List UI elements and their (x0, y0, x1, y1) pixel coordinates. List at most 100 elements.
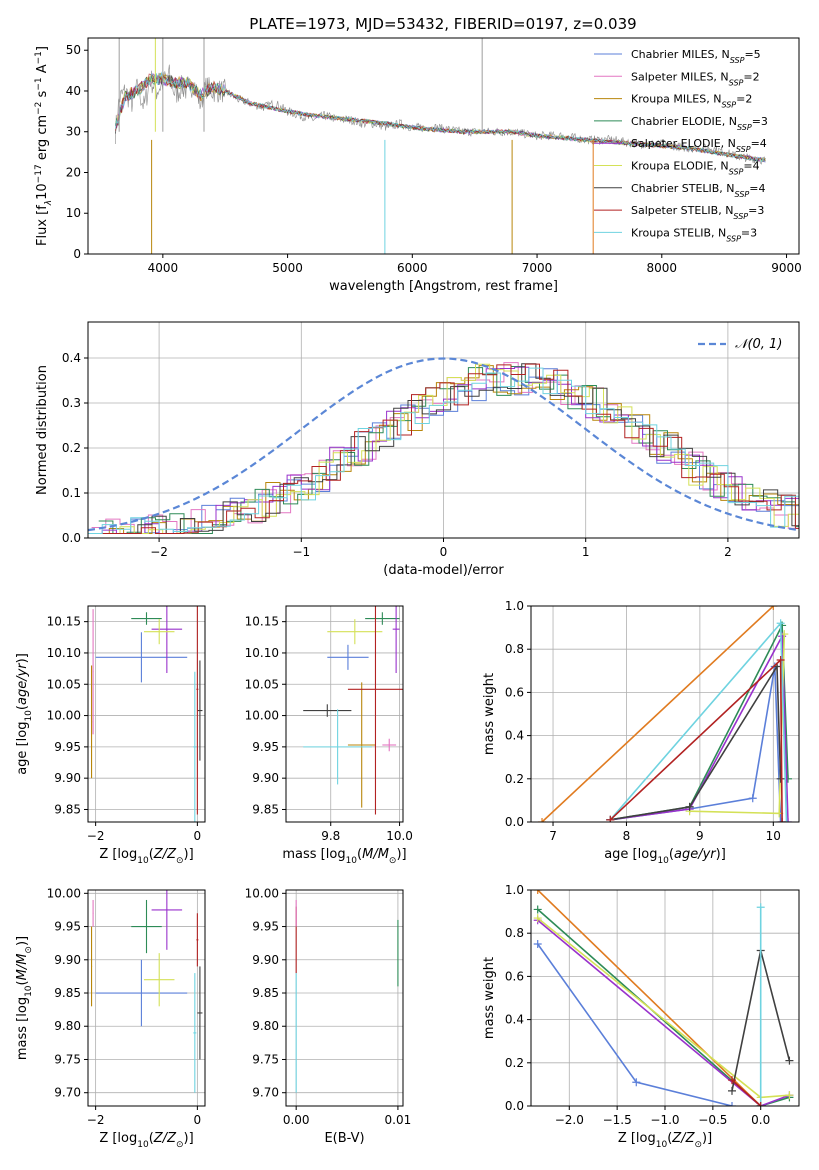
grid (88, 606, 205, 822)
errorbar-point (143, 953, 175, 1007)
y-tick-label: 0.4 (505, 1013, 524, 1027)
y-tick-label: 10.10 (47, 646, 81, 660)
x-tick-label: 10.0 (386, 829, 413, 843)
mass-weight-marker (756, 903, 765, 912)
mass-weight-marker (785, 1056, 794, 1065)
model-spectrum (115, 71, 766, 163)
errorbar-point (347, 682, 376, 808)
y-tick-label: 9.95 (54, 920, 81, 934)
y-tick-label: 10.10 (245, 646, 279, 660)
figure-title: PLATE=1973, MJD=53432, FIBERID=0197, z=0… (249, 15, 636, 33)
legend-entry: Kroupa MILES, NSSP=2 (631, 93, 752, 110)
panel-spectrum: 4000 5000 6000 7000 8000 9000 0 10 20 30 40 50 wavel… (34, 37, 802, 294)
errorbar-point (131, 612, 162, 625)
errorbar-point (91, 926, 93, 1007)
y-tick-label: 9.80 (54, 1019, 81, 1033)
legend-entry: Salpeter STELIB, NSSP=3 (631, 204, 764, 221)
errorbar-point (95, 632, 188, 683)
x-tick-label: 2 (724, 545, 732, 559)
plot-area (538, 606, 792, 822)
x-tick-label: 7000 (522, 261, 553, 275)
x-axis-label: mass [log10(M/M⊙)] (282, 847, 406, 866)
y-axis-label: age [log10(age/yr)] (15, 653, 34, 775)
y-tick-label: 10.00 (245, 886, 279, 900)
x-tick-label: 9 (696, 829, 704, 843)
y-tick-label: 0.0 (505, 815, 524, 829)
x-tick-label: 0.01 (385, 1113, 412, 1127)
y-axis-label: Flux [fλ10−17 erg cm−2 s−1 A−1] (34, 46, 54, 246)
errorbar-point (95, 959, 188, 1027)
mass-weight-marker (632, 1078, 641, 1087)
errorbar-point (151, 606, 183, 673)
y-tick-label: 9.95 (252, 740, 279, 754)
mass-weight-marker (728, 1086, 736, 1095)
x-axis-label: age [log10(age/yr)] (604, 847, 726, 866)
y-tick-label: 9.85 (54, 986, 81, 1000)
y-tick-label: 0 (73, 247, 81, 261)
mass-weight-line (537, 919, 790, 1106)
errorbar-point (91, 665, 93, 779)
x-tick-label: −1.5 (603, 1113, 632, 1127)
y-tick-label: 9.85 (54, 802, 81, 816)
axes-frame (87, 321, 800, 539)
errorbar-point (365, 612, 400, 625)
grid (88, 322, 799, 539)
plot-area (115, 38, 766, 254)
y-tick-label: 30 (66, 125, 81, 139)
x-tick-label: 4000 (148, 261, 179, 275)
plot-area (533, 890, 794, 1106)
y-tick-label: 9.85 (252, 802, 279, 816)
y-tick-label: 0.3 (62, 396, 81, 410)
mass-weight-line (610, 633, 789, 822)
panel-mass-vs-Z: −2 0 9.70 9.75 9.80 9.85 9.90 9.95 10.00 Z [log10… (15, 886, 206, 1150)
mass-weight-marker (685, 802, 694, 811)
axes-frame (87, 605, 206, 823)
panel-mass-weight-vs-Z: −2.0 −1.5 −1.0 −0.5 0.0 0.0 0.2 0.4 0.6 0.8 1.0 Z [… (482, 883, 800, 1150)
legend-entry: Chabrier MILES, NSSP=5 (631, 48, 761, 65)
legend-entry: Chabrier STELIB, NSSP=4 (631, 182, 765, 199)
axes-frame (285, 605, 404, 823)
plot-area (88, 357, 799, 534)
y-tick-label: 10.00 (47, 709, 81, 723)
axes-frame (87, 37, 800, 255)
x-axis-label: Z [log10(Z/Z⊙)] (99, 847, 193, 866)
y-tick-label: 9.90 (252, 953, 279, 967)
x-tick-label: −1.0 (650, 1113, 679, 1127)
mass-weight-marker (776, 818, 785, 822)
model-spectrum (115, 74, 766, 162)
errorbar-point (92, 609, 94, 735)
x-tick-label: 9000 (771, 261, 802, 275)
y-tick-label: 10.00 (47, 886, 81, 900)
y-tick-label: 9.90 (54, 953, 81, 967)
legend-entry: Salpeter ELODIE, NSSP=4 (631, 137, 767, 154)
y-tick-label: 9.70 (54, 1086, 81, 1100)
mass-weight-line (541, 606, 774, 822)
panels: 4000 5000 6000 7000 8000 900001020304050wavel… (15, 37, 802, 1150)
x-tick-label: 0 (194, 829, 202, 843)
errorbar-point (197, 660, 203, 761)
plot-area (91, 606, 203, 822)
y-tick-label: 10.05 (245, 677, 279, 691)
mass-weight-marker (782, 818, 791, 822)
mass-weight-marker (756, 1102, 765, 1106)
mass-weight-marker (783, 818, 792, 822)
x-axis-label: Z [log10(Z/Z⊙)] (618, 1131, 712, 1150)
y-tick-label: 1.0 (505, 599, 524, 613)
legend-entry: Salpeter MILES, NSSP=2 (631, 70, 760, 87)
residual-histogram (91, 363, 799, 534)
plot-area (91, 890, 203, 1093)
x-tick-label: −2 (87, 1113, 105, 1127)
x-tick-label: −2 (87, 829, 105, 843)
grid (286, 606, 403, 822)
y-tick-label: 9.95 (54, 740, 81, 754)
residual-histogram (88, 368, 799, 534)
mass-weight-line (610, 663, 782, 821)
y-tick-label: 0.2 (505, 1056, 524, 1070)
errorbar-point (196, 913, 199, 967)
y-tick-label: 0.4 (505, 729, 524, 743)
y-axis-label: mass [log10(M/M⊙)] (15, 936, 34, 1060)
y-tick-label: 10.15 (245, 615, 279, 629)
y-tick-label: 10.15 (47, 615, 81, 629)
y-tick-label: 0.8 (505, 926, 524, 940)
errorbar-point (131, 899, 162, 954)
